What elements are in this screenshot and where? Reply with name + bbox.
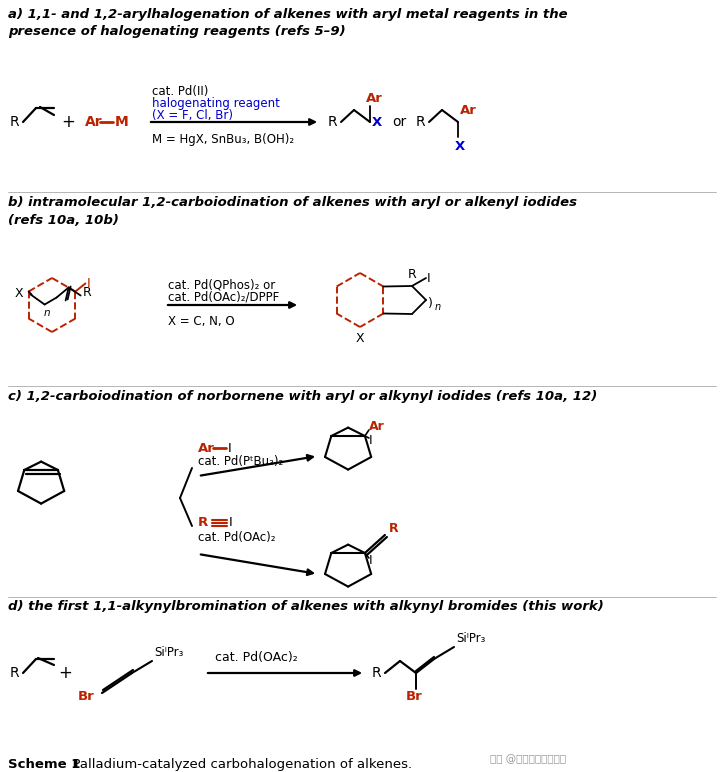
Text: +: + <box>61 113 75 131</box>
Text: SiᴵPr₃: SiᴵPr₃ <box>456 632 485 645</box>
Text: I: I <box>228 442 232 455</box>
Text: cat. Pd(II): cat. Pd(II) <box>152 86 209 99</box>
Text: SiᴵPr₃: SiᴵPr₃ <box>154 646 183 659</box>
Text: R: R <box>408 268 417 280</box>
Text: X: X <box>14 287 23 300</box>
Text: b) intramolecular 1,2-carboiodination of alkenes with aryl or alkenyl iodides
(r: b) intramolecular 1,2-carboiodination of… <box>8 196 577 226</box>
Text: Palladium-catalyzed carbohalogenation of alkenes.: Palladium-catalyzed carbohalogenation of… <box>64 758 412 771</box>
Text: Ar: Ar <box>85 115 103 129</box>
Text: M = HgX, SnBu₃, B(OH)₂: M = HgX, SnBu₃, B(OH)₂ <box>152 134 294 147</box>
Text: Br: Br <box>406 690 423 703</box>
Text: X: X <box>356 331 365 344</box>
Text: halogenating reagent: halogenating reagent <box>152 97 280 110</box>
Text: cat. Pd(QPhos)₂ or: cat. Pd(QPhos)₂ or <box>168 279 275 292</box>
Text: I: I <box>229 516 232 530</box>
Text: R: R <box>198 516 209 530</box>
Text: M: M <box>115 115 129 129</box>
Text: (X = F, Cl, Br): (X = F, Cl, Br) <box>152 110 233 123</box>
Text: ): ) <box>428 296 433 310</box>
Text: R: R <box>389 523 398 536</box>
Text: d) the first 1,1-alkynylbromination of alkenes with alkynyl bromides (this work): d) the first 1,1-alkynylbromination of a… <box>8 600 604 613</box>
Text: c) 1,2-carboiodination of norbornene with aryl or alkynyl iodides (refs 10a, 12): c) 1,2-carboiodination of norbornene wit… <box>8 390 597 403</box>
Text: I: I <box>369 435 373 448</box>
Text: I: I <box>86 277 90 290</box>
Text: I: I <box>427 272 431 285</box>
Text: Ar: Ar <box>369 419 384 432</box>
Text: I: I <box>369 554 373 567</box>
Text: R: R <box>10 115 20 129</box>
Text: a) 1,1- and 1,2-arylhalogenation of alkenes with aryl metal reagents in the
pres: a) 1,1- and 1,2-arylhalogenation of alke… <box>8 8 568 39</box>
Text: Scheme 1: Scheme 1 <box>8 758 80 771</box>
Text: cat. Pd(OAc)₂: cat. Pd(OAc)₂ <box>215 652 298 665</box>
Text: X = C, N, O: X = C, N, O <box>168 314 235 327</box>
Text: Ar: Ar <box>198 442 215 455</box>
Text: +: + <box>58 664 72 682</box>
Text: n: n <box>435 302 441 312</box>
Text: cat. Pd(OAc)₂: cat. Pd(OAc)₂ <box>198 531 276 544</box>
Text: cat. Pd(PᵗBu₃)₂: cat. Pd(PᵗBu₃)₂ <box>198 455 283 468</box>
Text: Ar: Ar <box>460 103 477 117</box>
Text: R: R <box>416 115 426 129</box>
Text: 知乎 @化学领域前沿文献: 知乎 @化学领域前沿文献 <box>490 754 566 764</box>
Text: or: or <box>392 115 406 129</box>
Text: R: R <box>372 666 382 680</box>
Text: R: R <box>10 666 20 680</box>
Text: R: R <box>83 286 91 299</box>
Text: Ar: Ar <box>366 92 383 104</box>
Text: cat. Pd(OAc)₂/DPPF: cat. Pd(OAc)₂/DPPF <box>168 290 279 303</box>
Text: R: R <box>328 115 337 129</box>
Text: X: X <box>372 116 382 128</box>
Text: n: n <box>43 309 50 319</box>
Text: Br: Br <box>78 690 95 703</box>
Text: X: X <box>455 141 466 154</box>
